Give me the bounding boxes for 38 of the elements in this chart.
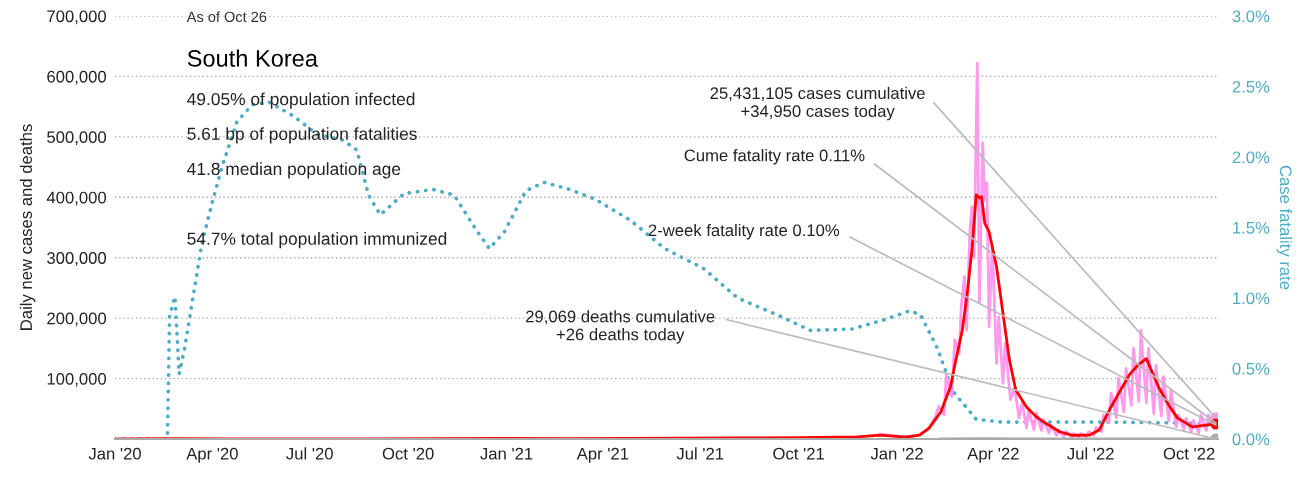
- x-tick-label: Jan '21: [480, 447, 533, 460]
- y-tick-label: 700,000: [47, 10, 107, 25]
- y2-tick-label: 2.0%: [1232, 151, 1270, 164]
- x-tick-label: Apr '20: [186, 447, 238, 463]
- text: South Korea: [187, 49, 318, 67]
- x-tick-label: Jan '20: [88, 447, 141, 460]
- y-tick-label: 300,000: [47, 252, 107, 266]
- y2-tick-label: 1.0%: [1233, 292, 1270, 305]
- y-tick-label: 400,000: [46, 191, 107, 206]
- chart-subtitle: As of Oct 26: [186, 11, 267, 23]
- annotation: 25,431,105 cases cumulative +34,950 cases today: [710, 86, 925, 121]
- annotation: 29,069 deaths cumulative +26 deaths today: [526, 310, 715, 344]
- x-tick-label: Jul '22: [1067, 447, 1114, 460]
- annotation: 5.61 bp of population fatalities: [187, 127, 417, 144]
- x-tick-label: Oct '21: [773, 447, 824, 460]
- y-axis-title: Daily new cases and deaths: [19, 124, 36, 330]
- annotation: 49.05% of population infected: [187, 92, 415, 109]
- x-tick-label: Jul '20: [286, 447, 333, 460]
- y2-tick-label: 1.5%: [1233, 221, 1270, 234]
- x-tick-label: Jan '22: [870, 447, 923, 460]
- y-tick-label: 200,000: [47, 312, 107, 327]
- x-tick-label: Apr '22: [967, 447, 1019, 463]
- y-tick-label: 600,000: [47, 70, 107, 85]
- y2-tick-label: 3.0%: [1232, 10, 1270, 23]
- annotation: Cume fatality rate 0.11%: [684, 149, 865, 165]
- x-tick-label: Apr '21: [576, 447, 629, 463]
- x-tick-label: Oct '22: [1163, 447, 1215, 460]
- y2-axis-title: Case fatality rate: [1276, 165, 1293, 290]
- y-tick-label: 100,000: [47, 372, 107, 387]
- x-tick-label: Oct '20: [382, 447, 434, 460]
- annotation: 2-week fatality rate 0.10%: [648, 223, 840, 240]
- y-tick-label: 500,000: [47, 131, 107, 146]
- y2-tick-label: 0.0%: [1232, 433, 1270, 446]
- annotation: 41.8 median population age: [187, 162, 401, 179]
- y2-tick-label: 0.5%: [1232, 362, 1270, 375]
- x-tick-label: Jul '21: [676, 447, 724, 460]
- annotation: 54.7% total population immunized: [187, 232, 447, 249]
- y2-tick-label: 2.5%: [1232, 80, 1270, 93]
